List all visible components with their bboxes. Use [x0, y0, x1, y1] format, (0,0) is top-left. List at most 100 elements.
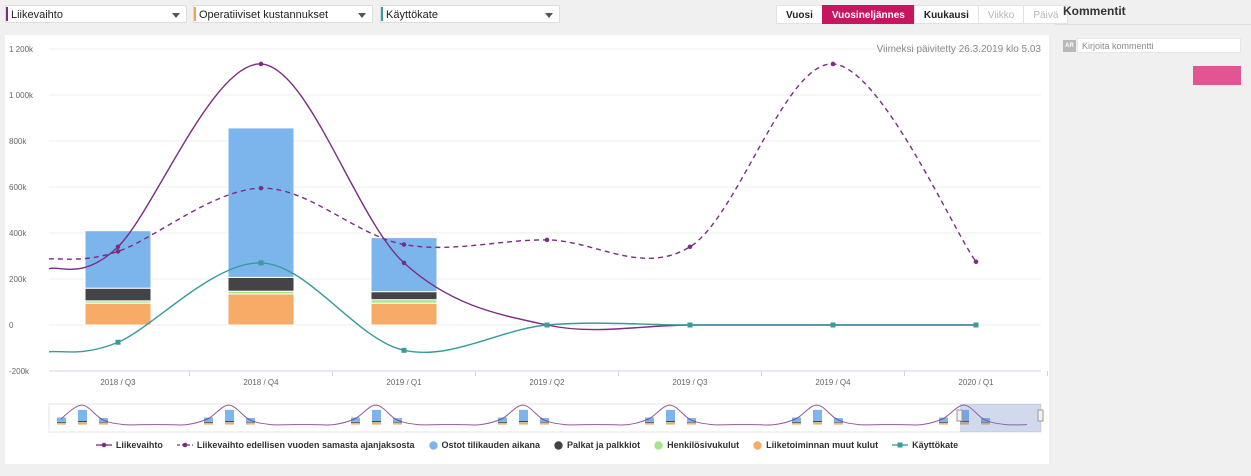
navigator-bar: [792, 422, 801, 425]
series-marker: [830, 322, 836, 328]
y-tick-label: 400k: [9, 229, 27, 238]
legend-label: Liikevaihto: [115, 440, 163, 450]
legend-marker: [101, 442, 107, 448]
tab-quarter[interactable]: Vuosineljännes: [821, 5, 915, 24]
comments-panel: Kommentit AR: [1055, 0, 1251, 476]
legend-label: Ostot tilikauden aikana: [441, 440, 541, 450]
navigator-bar: [498, 421, 507, 423]
financial-chart: -200k 0 200k 400k 600k 800k 1 000k 1 200k 2018 /…: [9, 45, 1048, 433]
navigator-selection: [960, 404, 1041, 432]
navigator-bar: [813, 409, 822, 422]
navigator-bar: [204, 421, 213, 423]
navigator-bar: [246, 422, 255, 423]
period-tabs: Vuosi Vuosineljännes Kuukausi Viikko Päi…: [776, 5, 1069, 24]
series-marker: [830, 61, 836, 67]
legend-marker: [554, 440, 563, 450]
navigator-bar: [687, 422, 696, 424]
navigator-bar: [99, 422, 108, 424]
navigator-bar: [939, 422, 948, 425]
navigator-bar: [225, 409, 234, 422]
navigator-bar: [813, 421, 822, 423]
stacked-bars: [84, 127, 438, 326]
series-marker: [258, 260, 264, 266]
navigator-bar: [981, 422, 990, 423]
legend-item[interactable]: Henkilösivukulut: [654, 440, 739, 450]
navigator-bar: [792, 417, 801, 422]
legend-item[interactable]: Käyttökate: [892, 440, 958, 450]
navigator-bar: [57, 422, 66, 425]
navigator-handle-right: [1037, 409, 1044, 422]
navigator-bar: [351, 421, 360, 423]
navigator-bar: [960, 421, 969, 423]
navigator-bar: [225, 422, 234, 423]
navigator-bar: [78, 409, 87, 422]
navigator-bar: [813, 422, 822, 423]
tab-year[interactable]: Vuosi: [776, 5, 823, 24]
comments-divider: [1055, 24, 1251, 25]
navigator-bar: [372, 421, 381, 423]
y-tick-label: -200k: [9, 367, 30, 376]
legend-marker: [897, 442, 903, 448]
comment-input[interactable]: [1077, 38, 1241, 53]
navigator-bar: [834, 422, 843, 424]
x-tick-label: 2019 / Q1: [386, 378, 422, 387]
navigator-bar: [57, 421, 66, 423]
navigator-bar: [246, 422, 255, 424]
navigator-bar: [540, 422, 549, 423]
legend-item[interactable]: Ostot tilikauden aikana: [428, 440, 541, 450]
navigator-bar: [519, 422, 528, 423]
navigator-bar: [645, 421, 654, 423]
series-marker: [401, 347, 407, 353]
x-tick-label: 2019 / Q2: [529, 378, 565, 387]
navigator-bar: [645, 422, 654, 425]
legend-label: Henkilösivukulut: [667, 440, 740, 450]
navigator-bar: [519, 421, 528, 423]
metric-select-label: Käyttökate: [386, 9, 438, 21]
tab-day: Päivä: [1023, 5, 1069, 24]
series-marker: [115, 339, 121, 345]
navigator-bar: [687, 422, 696, 423]
legend-symbol: [428, 440, 438, 450]
metric-select-ebitda[interactable]: Käyttökate: [380, 5, 560, 23]
navigator-bar: [687, 422, 696, 425]
x-tick-label: 2019 / Q4: [815, 378, 851, 387]
legend-item[interactable]: Liikevaihto: [95, 440, 163, 450]
legend-marker: [428, 440, 438, 450]
y-tick-label: 1 200k: [9, 45, 34, 54]
bar-segment: [370, 291, 438, 301]
series-line: [48, 262, 976, 354]
series-marker: [544, 322, 550, 328]
series-marker: [973, 322, 979, 328]
navigator-bar: [78, 422, 87, 423]
chart-card: -200k 0 200k 400k 600k 800k 1 000k 1 200k 2018 /…: [5, 35, 1049, 464]
legend-symbol: [554, 440, 563, 450]
x-tick-label: 2018 / Q3: [100, 378, 136, 387]
legend-symbol: [892, 442, 909, 448]
legend-symbol: [176, 442, 193, 448]
ebitda-color-bar: [381, 7, 383, 21]
navigator-line: [60, 404, 1028, 426]
revenue-color-bar: [6, 7, 8, 21]
navigator-bar: [225, 422, 234, 425]
navigator-bar: [498, 417, 507, 422]
series-line: [48, 63, 977, 263]
navigator-bar: [393, 422, 402, 425]
metric-select-operating-costs[interactable]: Operatiiviset kustannukset: [193, 5, 373, 23]
bar-segment: [84, 230, 152, 289]
legend-item[interactable]: Liikevaihto edellisen vuoden samasta aja…: [176, 440, 415, 450]
navigator-bar: [246, 422, 255, 425]
navigator-bar: [372, 409, 381, 422]
metric-select-revenue[interactable]: Liikevaihto: [5, 5, 187, 23]
chevron-down-icon: [358, 13, 366, 18]
legend-item[interactable]: Liiketoiminnan muut kulut: [753, 440, 878, 450]
navigator-bar: [519, 422, 528, 425]
send-comment-button[interactable]: [1193, 66, 1241, 85]
tab-month[interactable]: Kuukausi: [913, 5, 979, 24]
navigator-bar: [498, 422, 507, 424]
navigator-bar: [981, 422, 990, 425]
series-marker: [401, 242, 407, 247]
navigator-bar: [666, 422, 675, 425]
legend-label: Käyttökate: [912, 440, 959, 450]
legend-item[interactable]: Palkat ja palkkiot: [554, 440, 640, 450]
navigator-bar: [834, 422, 843, 423]
